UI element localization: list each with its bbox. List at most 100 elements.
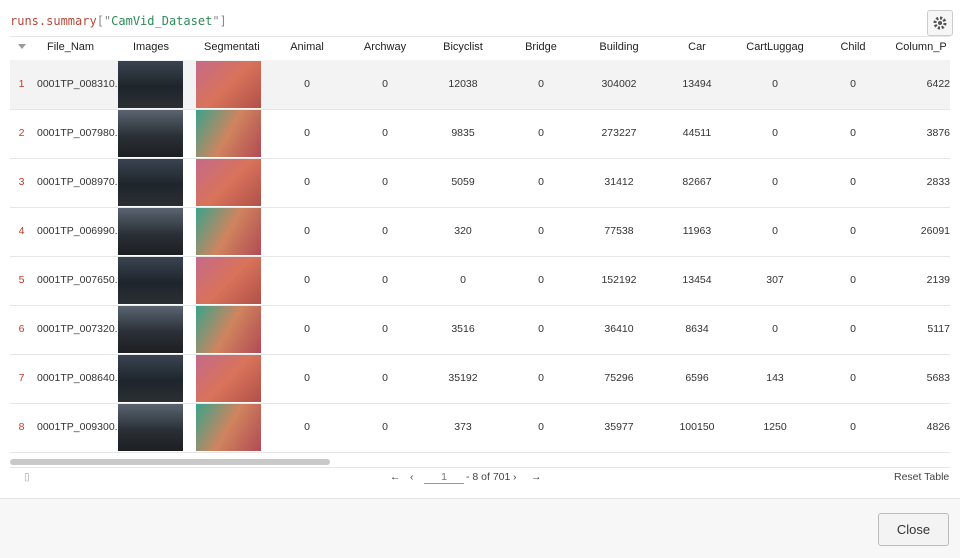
image-thumbnail	[118, 159, 183, 206]
count-cell: 35192	[448, 372, 478, 384]
count-cell: 5059	[451, 176, 475, 188]
count-cell: 0	[538, 78, 544, 90]
table-row[interactable]: 5 0001TP_007650. 0 0 0 0 152192 13454 307 0 2139	[10, 256, 950, 306]
column-header[interactable]: CartLuggag	[746, 41, 804, 53]
count-cell: 77538	[604, 225, 634, 237]
count-cell: 0	[382, 78, 388, 90]
count-cell: 0	[850, 176, 856, 188]
count-cell: 0	[772, 176, 778, 188]
file-name: 0001TP_008640.	[37, 372, 118, 384]
column-header[interactable]: Images	[132, 41, 170, 53]
row-index: 8	[18, 421, 25, 433]
segmentation-thumbnail	[196, 306, 261, 353]
row-index: 7	[18, 372, 25, 384]
count-cell: 0	[382, 225, 388, 237]
count-cell: 0	[850, 323, 856, 335]
row-index: 6	[18, 323, 25, 335]
divider	[10, 467, 950, 468]
count-cell: 0	[304, 274, 310, 286]
count-cell: 0	[382, 127, 388, 139]
count-cell: 0	[304, 323, 310, 335]
count-cell: 0	[538, 323, 544, 335]
count-cell: 0	[382, 323, 388, 335]
count-cell: 1250	[763, 421, 787, 433]
last-page[interactable]: →	[531, 471, 542, 483]
count-cell: 0	[772, 225, 778, 237]
query-bracket: "]	[212, 14, 227, 28]
count-cell: 0	[304, 421, 310, 433]
image-thumbnail	[118, 257, 183, 304]
file-name: 0001TP_007650.	[37, 274, 118, 286]
column-header[interactable]: Building	[599, 41, 639, 53]
file-name: 0001TP_007980.	[37, 127, 118, 139]
column-header[interactable]: Column_P	[895, 41, 947, 53]
scrollbar[interactable]	[10, 459, 330, 465]
column-header[interactable]: File_Nam	[47, 41, 95, 53]
count-cell: 0	[304, 372, 310, 384]
count-cell: 6422	[926, 78, 950, 90]
file-name: 0001TP_007320.	[37, 323, 118, 335]
image-thumbnail	[118, 306, 183, 353]
reset-table[interactable]: Reset Table	[894, 471, 950, 483]
count-cell: 0	[538, 127, 544, 139]
sort-icon[interactable]	[17, 43, 27, 51]
page-range: - 8 of 701	[466, 471, 511, 483]
column-header[interactable]: Bridge	[525, 41, 557, 53]
column-header[interactable]: Child	[840, 41, 866, 53]
next-page[interactable]: ›	[513, 471, 517, 483]
count-cell: 0	[850, 127, 856, 139]
table-row[interactable]: 1 0001TP_008310. 0 0 12038 0 304002 13494 0 0 6422	[10, 60, 950, 110]
count-cell: 12038	[448, 78, 478, 90]
count-cell: 6596	[685, 372, 709, 384]
count-cell: 26091	[920, 225, 950, 237]
count-cell: 0	[772, 323, 778, 335]
table-row[interactable]: 2 0001TP_007980. 0 0 9835 0 273227 44511 0 0 3876	[10, 109, 950, 159]
count-cell: 0	[304, 127, 310, 139]
table-row[interactable]: 6 0001TP_007320. 0 0 3516 0 36410 8634 0 0 5117	[10, 305, 950, 355]
first-page[interactable]: ←	[390, 471, 401, 483]
count-cell: 0	[772, 127, 778, 139]
count-cell: 13454	[682, 274, 712, 286]
settings-button[interactable]	[927, 10, 953, 36]
column-header[interactable]: Segmentati	[204, 41, 260, 53]
segmentation-thumbnail	[196, 61, 261, 108]
query-bracket: ["	[96, 14, 112, 28]
count-cell: 4826	[926, 421, 950, 433]
prev-page[interactable]: ‹	[410, 471, 414, 483]
column-icon[interactable]: ▯	[24, 471, 30, 483]
column-header[interactable]: Bicyclist	[443, 41, 483, 53]
count-cell: 0	[382, 274, 388, 286]
image-thumbnail	[118, 61, 183, 108]
count-cell: 0	[850, 78, 856, 90]
count-cell: 0	[850, 372, 856, 384]
table-row[interactable]: 3 0001TP_008970. 0 0 5059 0 31412 82667 0 0 2833	[10, 158, 950, 208]
column-header[interactable]: Animal	[290, 41, 324, 53]
table-row[interactable]: 7 0001TP_008640. 0 0 35192 0 75296 6596 143 0 5683	[10, 354, 950, 404]
count-cell: 36410	[604, 323, 634, 335]
page-input[interactable]: 1	[424, 471, 464, 484]
count-cell: 11963	[682, 225, 712, 237]
table-row[interactable]: 4 0001TP_006990. 0 0 320 0 77538 11963 0 0 26091	[10, 207, 950, 257]
count-cell: 143	[766, 372, 784, 384]
query-object: runs.summary	[10, 14, 97, 28]
file-name: 0001TP_008970.	[37, 176, 118, 188]
count-cell: 0	[382, 176, 388, 188]
column-header[interactable]: Car	[688, 41, 706, 53]
close-button[interactable]: Close	[878, 513, 949, 546]
count-cell: 0	[538, 372, 544, 384]
count-cell: 0	[850, 225, 856, 237]
count-cell: 307	[766, 274, 784, 286]
segmentation-thumbnail	[196, 404, 261, 451]
count-cell: 3876	[926, 127, 950, 139]
count-cell: 3516	[451, 323, 475, 335]
column-header[interactable]: Archway	[363, 41, 407, 53]
image-thumbnail	[118, 355, 183, 402]
count-cell: 304002	[601, 78, 637, 90]
count-cell: 82667	[682, 176, 712, 188]
count-cell: 100150	[679, 421, 715, 433]
count-cell: 0	[538, 274, 544, 286]
count-cell: 9835	[451, 127, 475, 139]
image-thumbnail	[118, 208, 183, 255]
count-cell: 0	[304, 225, 310, 237]
table-row[interactable]: 8 0001TP_009300. 0 0 373 0 35977 100150 1250 0 482…	[10, 403, 950, 453]
